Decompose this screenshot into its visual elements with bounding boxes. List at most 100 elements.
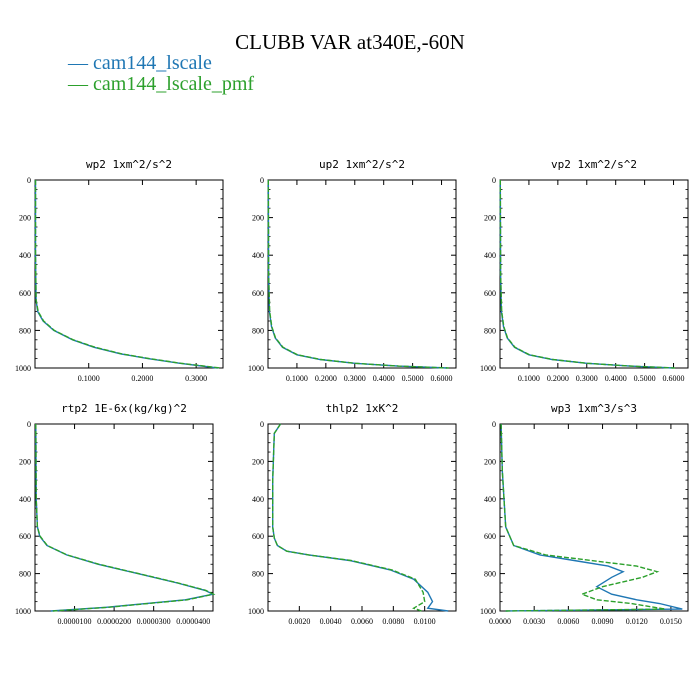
x-tick-label-5-4: 0.0120 — [626, 617, 648, 626]
x-tick-label-5-0: 0.0000 — [489, 617, 511, 626]
chart-main-title: CLUBB VAR at340E,-60N — [235, 30, 465, 54]
panel-frame-3 — [34, 423, 214, 612]
x-tick-label-4-4: 0.0100 — [414, 617, 436, 626]
chart-panel-0: wp2 1xm^2/s^2 0 200 400 600 800 1000 0.1000 0.20… — [15, 158, 224, 383]
y-tick-label-3-1: 200 — [19, 457, 31, 466]
panel-title-5: wp3 1xm^3/s^3 — [551, 402, 637, 415]
panel-frame-4 — [267, 423, 457, 612]
x-tick-label-4-3: 0.0080 — [382, 617, 404, 626]
series-line-1-1 — [267, 179, 449, 369]
series-line-2-0 — [499, 179, 674, 369]
x-tick-label-5-5: 0.0150 — [660, 617, 682, 626]
legend-label-lscale-pmf: cam144_lscale_pmf — [93, 73, 255, 95]
panel-title-0: wp2 1xm^2/s^2 — [86, 158, 172, 171]
y-tick-label-5-0: 0 — [492, 420, 496, 429]
x-tick-label-3-2: 0.0000300 — [137, 617, 171, 626]
panel-title-3: rtp2 1E-6x(kg/kg)^2 — [61, 402, 187, 415]
y-tick-label-2-1: 200 — [484, 214, 496, 223]
y-tick-label-1-0: 0 — [260, 176, 264, 185]
y-tick-label-2-4: 800 — [484, 326, 496, 335]
x-tick-label-5-2: 0.0060 — [557, 617, 579, 626]
y-tick-label-4-2: 400 — [252, 495, 264, 504]
chart-panel-2: vp2 1xm^2/s^2 0 200 400 600 800 1000 0.1000 0.20… — [480, 158, 689, 383]
y-tick-label-4-0: 0 — [260, 420, 264, 429]
series-line-0-1 — [34, 180, 221, 369]
legend-label-lscale: cam144_lscale — [93, 52, 212, 74]
y-tick-label-3-2: 400 — [19, 495, 31, 504]
series-line-1-0 — [267, 179, 448, 369]
panel-title-2: vp2 1xm^2/s^2 — [551, 158, 637, 171]
x-tick-label-2-3: 0.4000 — [605, 374, 627, 383]
y-tick-label-2-0: 0 — [492, 176, 496, 185]
x-tick-label-1-0: 0.1000 — [286, 374, 308, 383]
x-tick-label-2-1: 0.2000 — [547, 374, 569, 383]
y-tick-label-3-5: 1000 — [15, 607, 31, 616]
x-tick-label-2-2: 0.3000 — [576, 374, 598, 383]
x-tick-label-0-0: 0.1000 — [78, 374, 100, 383]
x-tick-label-1-2: 0.3000 — [344, 374, 366, 383]
legend-swatch-lscale-pmf: — — [68, 73, 93, 95]
chart-panel-4: thlp2 1xK^2 0 200 400 600 800 1000 0.0020 0.0040… — [248, 402, 457, 626]
y-tick-label-1-4: 800 — [252, 326, 264, 335]
x-tick-label-3-1: 0.0000200 — [97, 617, 131, 626]
x-tick-label-4-1: 0.0040 — [320, 617, 342, 626]
y-tick-label-2-3: 600 — [484, 289, 496, 298]
x-tick-label-4-0: 0.0020 — [288, 617, 310, 626]
series-line-3-1 — [35, 423, 216, 612]
x-tick-label-3-3: 0.0000400 — [176, 617, 210, 626]
panel-frame-1 — [267, 179, 457, 369]
y-tick-label-5-1: 200 — [484, 457, 496, 466]
x-tick-label-1-3: 0.4000 — [373, 374, 395, 383]
series-line-3-0 — [35, 423, 216, 612]
y-tick-label-3-3: 600 — [19, 532, 31, 541]
legend-swatch-lscale: — — [68, 52, 93, 74]
x-tick-label-1-4: 0.5000 — [402, 374, 424, 383]
y-tick-label-1-2: 400 — [252, 251, 264, 260]
y-tick-label-5-4: 800 — [484, 570, 496, 579]
y-tick-label-1-5: 1000 — [248, 364, 264, 373]
y-tick-label-2-2: 400 — [484, 251, 496, 260]
y-tick-label-5-5: 1000 — [480, 607, 496, 616]
y-tick-label-5-2: 400 — [484, 495, 496, 504]
x-tick-label-3-0: 0.0000100 — [58, 617, 92, 626]
y-tick-label-3-0: 0 — [27, 420, 31, 429]
x-tick-label-2-5: 0.6000 — [663, 374, 685, 383]
series-line-5-0 — [500, 423, 683, 612]
series-line-2-1 — [499, 179, 676, 369]
y-tick-label-0-0: 0 — [27, 176, 31, 185]
y-tick-label-2-5: 1000 — [480, 364, 496, 373]
series-line-0-0 — [34, 180, 218, 369]
panel-frame-0 — [34, 179, 224, 369]
y-tick-label-1-1: 200 — [252, 214, 264, 223]
series-line-4-1 — [272, 423, 426, 612]
y-tick-label-4-5: 1000 — [248, 607, 264, 616]
x-tick-label-5-3: 0.0090 — [592, 617, 614, 626]
x-tick-label-5-1: 0.0030 — [523, 617, 545, 626]
series-line-4-0 — [272, 423, 449, 612]
panel-frame-5 — [499, 423, 689, 612]
panel-frame-2 — [499, 179, 689, 369]
x-tick-label-1-5: 0.6000 — [431, 374, 453, 383]
x-tick-label-4-2: 0.0060 — [351, 617, 373, 626]
y-tick-label-5-3: 600 — [484, 532, 496, 541]
y-tick-label-0-4: 800 — [19, 326, 31, 335]
series-line-5-1 — [500, 423, 666, 612]
panel-title-4: thlp2 1xK^2 — [326, 402, 399, 415]
x-tick-label-1-1: 0.2000 — [315, 374, 337, 383]
legend-entry-lscale: — cam144_lscale — [68, 52, 212, 75]
x-tick-label-2-0: 0.1000 — [518, 374, 540, 383]
chart-panel-1: up2 1xm^2/s^2 0 200 400 600 800 1000 0.1000 0.20… — [248, 158, 457, 383]
y-tick-label-3-4: 800 — [19, 570, 31, 579]
legend-entry-lscale-pmf: — cam144_lscale_pmf — [68, 73, 254, 96]
y-tick-label-4-1: 200 — [252, 457, 264, 466]
y-tick-label-4-4: 800 — [252, 570, 264, 579]
x-tick-label-0-1: 0.2000 — [131, 374, 153, 383]
y-tick-label-0-3: 600 — [19, 289, 31, 298]
y-tick-label-0-5: 1000 — [15, 364, 31, 373]
y-tick-label-1-3: 600 — [252, 289, 264, 298]
x-tick-label-0-2: 0.3000 — [185, 374, 207, 383]
y-tick-label-0-1: 200 — [19, 214, 31, 223]
y-tick-label-4-3: 600 — [252, 532, 264, 541]
